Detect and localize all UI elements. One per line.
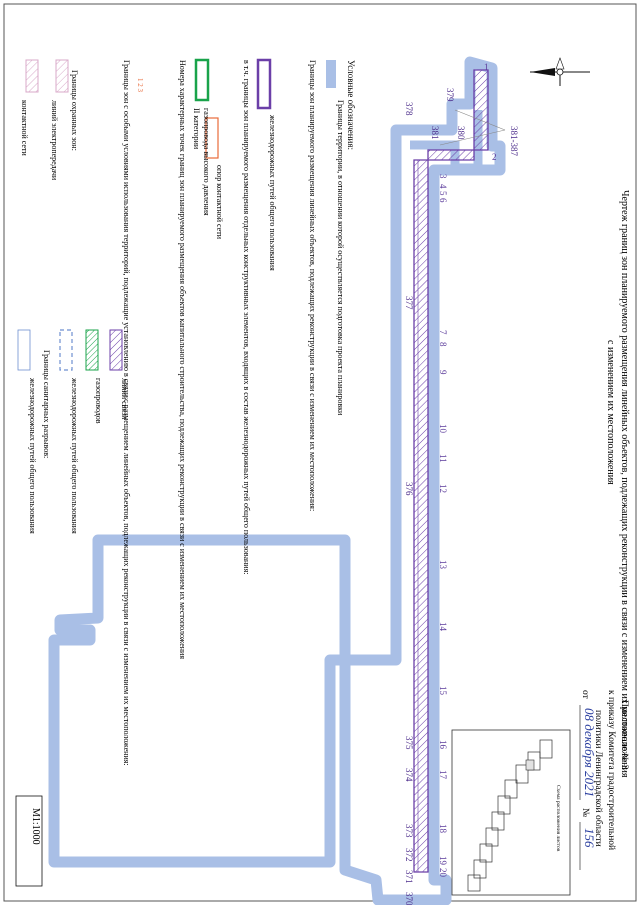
point-label: 18 [438,824,448,834]
legend-pressure-pipeline: газопровода высокого давления [202,108,211,216]
legend-points-sample: 1 2 3 [136,78,144,93]
annex-date-prefix: от [580,690,590,700]
legend-swatch-territory [326,60,336,88]
num-label: 372 [404,848,414,862]
sheet-frame [3,3,637,902]
point-label: 15 [438,686,448,696]
num-label: 381 [430,126,440,140]
point-label: 3 [438,174,448,179]
point-label: 20 [438,868,448,878]
map-title: Чертеж границ зон планируемого размещени… [619,190,630,778]
legend-swatch-rail-protect [59,329,73,371]
point-label: 11 [438,454,448,463]
railway-zone [413,69,489,873]
annex-line2: к приказу Комитета градостроительной [606,690,617,850]
legend-special-heading: Границы зон с особыми условиями использо… [122,60,131,766]
point-label: 6 [438,198,448,203]
point-label: 12 [438,484,448,493]
legend-protection-heading: Границы охранных зон: [70,70,79,151]
num-label: 370 [404,892,414,905]
legend-swatch-contact-network [25,59,39,93]
legend-swatch-sanitary [17,329,31,371]
num-label: 380 [456,126,466,140]
legend-swatch-gas [194,58,210,102]
range-label: 381-387 [439,109,519,156]
point-label: 13 [438,560,448,570]
legend-heading: Условные обозначения: [346,60,356,150]
legend-rail-sanitary: железнодорожных путей общего пользования [28,377,37,534]
legend-gas-pipelines: газопроводов [94,378,103,424]
legend-incl-heading: в т.ч. границы зон планируемого размещен… [242,60,251,574]
legend-territory: Границы территории, в отношении которой … [336,100,345,416]
north-arrow-icon [530,57,590,86]
legend-comm-lines: линий связи [120,378,129,420]
num-label: 374 [404,768,414,782]
legend-swatch-railway [256,58,272,110]
point-label: 2 [492,152,497,162]
legend-contact-network: контактной сети [20,100,29,156]
range-label-text: 381-387 [509,126,519,156]
point-label: 8 [438,342,448,347]
point-label: 19 [438,856,448,866]
legend-swatch-power [55,59,69,93]
point-label: 7 [438,330,448,335]
annex-line1: Приложение № 3 [619,700,629,770]
legend-swatch-gas-zone [85,329,99,371]
point-label: 16 [438,740,448,750]
inset-map: Схема расположения листов [451,729,571,896]
legend: Условные обозначения: Границы территории… [17,58,356,766]
point-label: 10 [438,424,448,434]
annex-line3: политики Ленинградской области [593,710,604,847]
num-label: 373 [404,824,414,838]
num-label: 375 [404,736,414,750]
num-label: 379 [445,88,455,102]
legend-numbers-heading: Номера характерных точек границ зон план… [178,60,187,659]
legend-sanitary-heading: Границы санитарных разрывов: [42,350,51,458]
point-label: 5 [438,191,448,196]
legend-swatch-comm [109,329,123,371]
scale-label: М1:1000 [30,808,41,845]
point-label: 17 [438,770,448,780]
point-label: 14 [438,622,448,632]
annex-block: Приложение № 3 к приказу Комитета градос… [579,690,629,870]
legend-power-lines: линий электропередачи [50,100,59,181]
legend-category: II категории [192,108,201,150]
annex-number-prefix: № [580,808,590,817]
legend-rail-paths: железнодорожных путей общего пользования [70,377,79,534]
legend-swatch-contact-support [205,117,219,159]
scale-box: М1:1000 [15,795,43,887]
legend-railway: железнодорожных путей общего пользования [268,114,277,271]
map-number-labels: 379 380 381 378 377 376 375 374 373 372 … [404,88,466,906]
annex-date: 08 декабря 2021 [582,708,597,797]
num-label: 377 [404,296,414,310]
characteristic-points: 1 2 3 4 5 6 7 8 9 10 11 12 13 14 15 16 1… [438,62,497,878]
annex-number: 156 [582,828,597,848]
point-label: 4 [438,184,448,189]
point-label: 9 [438,370,448,375]
num-label: 376 [404,482,414,496]
inset-title: Схема расположения листов [555,785,561,852]
num-label: 371 [404,870,414,884]
legend-zones-heading: Границы зон планируемого размещения лине… [308,60,317,511]
num-label: 378 [404,102,414,116]
point-label: 1 [484,62,489,72]
legend-contact-support: опор контактной сети [215,165,224,240]
map-title-cont: с изменением их местоположения [605,340,616,485]
